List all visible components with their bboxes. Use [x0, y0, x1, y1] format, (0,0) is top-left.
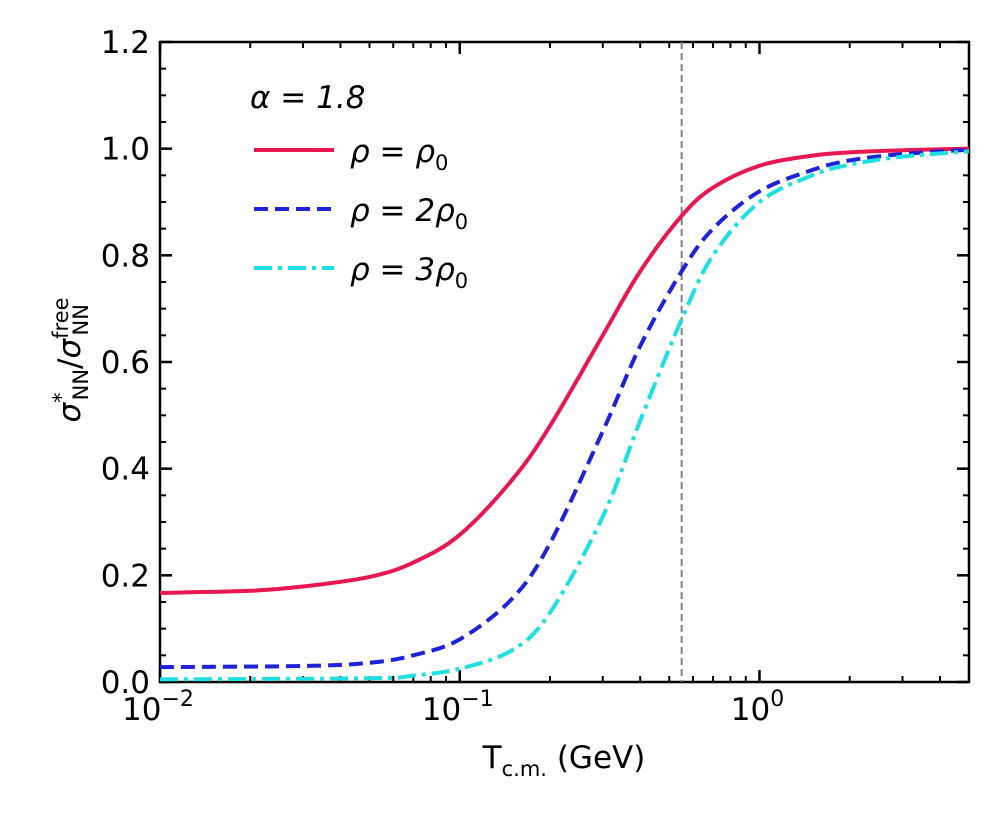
legend-label-2: ρ = 2ρ0	[350, 193, 468, 234]
y-tick-label: 0.8	[101, 238, 150, 274]
y-tick-label: 0.4	[101, 452, 150, 488]
legend-label-3: ρ = 3ρ0	[350, 252, 468, 293]
legend-label-1: ρ = ρ0	[350, 134, 448, 175]
y-tick-label: 0.0	[101, 665, 150, 701]
series-line-1	[160, 146, 969, 595]
series-group	[160, 146, 969, 682]
y-tick-label: 0.6	[101, 345, 150, 381]
y-tick-label: 0.2	[101, 558, 150, 594]
legend-title: α = 1.8	[250, 80, 365, 116]
x-tick-label: 100	[731, 687, 784, 728]
legend: α = 1.8 ρ = ρ0 ρ = 2ρ0 ρ = 3ρ0	[250, 80, 468, 293]
axis-ticks: 0.0 0.2 0.4 0.6 0.8 1.0 1.2 10−2 10−1 100	[101, 25, 970, 728]
x-axis-title: Tc.m. (GeV)	[482, 740, 646, 781]
y-tick-label: 1.0	[101, 132, 150, 168]
series-line-3	[160, 149, 969, 682]
series-line-2	[160, 147, 969, 670]
x-tick-label: 10−1	[422, 687, 494, 728]
y-axis-title: σ*NN/σfreeNN	[49, 297, 93, 422]
y-tick-label: 1.2	[101, 25, 150, 61]
plot-frame	[158, 40, 971, 684]
x-tick-label: 10−2	[122, 687, 194, 728]
